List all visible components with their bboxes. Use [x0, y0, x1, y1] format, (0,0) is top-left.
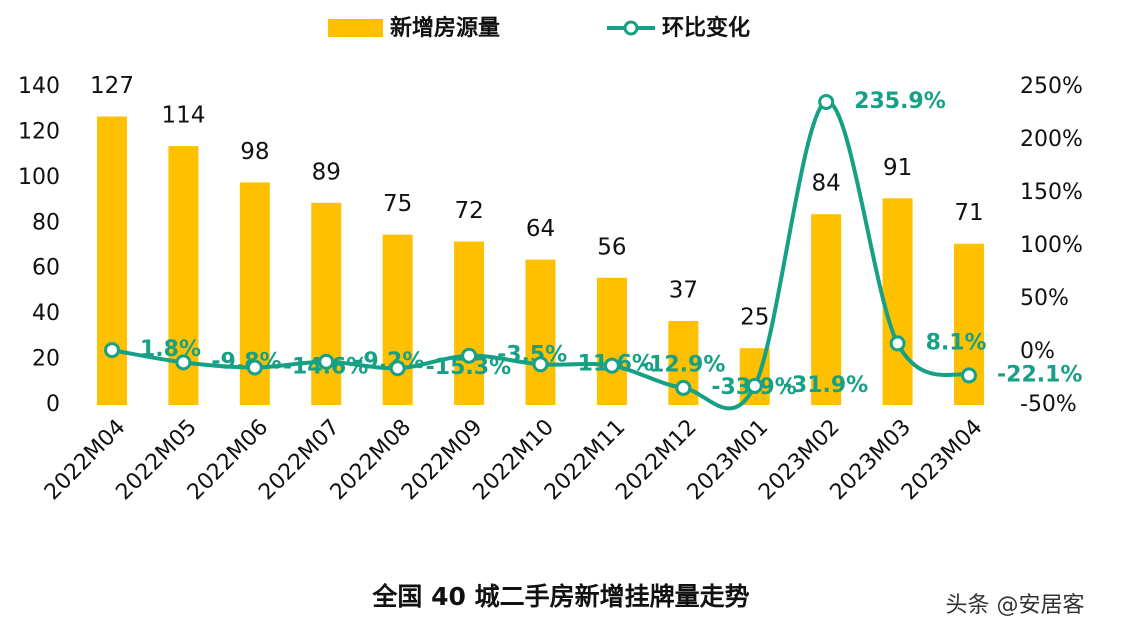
value-label: 114	[161, 103, 205, 129]
value-label: 127	[90, 73, 134, 99]
line-point	[246, 359, 263, 376]
value-label: -12.9%	[640, 353, 725, 378]
line-point	[318, 353, 335, 370]
line-point	[675, 379, 692, 396]
y-tick-label: 140	[18, 74, 60, 99]
y-tick-label: 20	[32, 347, 60, 372]
value-label: 8.1%	[926, 330, 987, 355]
line-point	[603, 357, 620, 374]
bar	[97, 116, 127, 406]
line-point	[889, 335, 906, 352]
value-label: -31.9%	[783, 373, 868, 398]
line-point	[532, 356, 549, 373]
y-tick-label: 0	[46, 392, 60, 417]
value-label: 64	[526, 216, 555, 242]
bar	[525, 259, 556, 405]
bar	[811, 214, 842, 405]
value-label: 235.9%	[854, 89, 946, 114]
line-point	[389, 360, 406, 377]
watermark: 头条 @安居客	[946, 593, 1085, 618]
y-tick-label: 100	[18, 165, 60, 190]
value-label: 91	[883, 155, 912, 181]
value-label: 89	[312, 159, 341, 185]
value-label: -22.1%	[997, 362, 1082, 387]
y2-tick-label: 200%	[1020, 127, 1083, 152]
y2-tick-label: 0%	[1020, 339, 1055, 364]
value-label: 84	[812, 171, 841, 197]
value-label: 71	[954, 200, 983, 226]
line-point	[818, 93, 835, 110]
y-tick-label: 80	[32, 210, 60, 235]
bar	[454, 241, 485, 405]
bar	[882, 198, 913, 405]
value-label: 56	[597, 234, 626, 260]
line-point	[746, 377, 763, 394]
value-label: -3.5%	[497, 343, 567, 368]
y2-tick-label: 50%	[1020, 286, 1069, 311]
y2-tick-label: -50%	[1020, 392, 1077, 417]
line-point	[175, 354, 192, 371]
chart-title: 全国 40 城二手房新增挂牌量走势	[371, 582, 749, 611]
legend-marker	[623, 20, 639, 36]
legend-swatch-bar	[328, 19, 383, 37]
value-label: 75	[383, 191, 412, 217]
y-tick-label: 60	[32, 256, 60, 281]
y2-tick-label: 150%	[1020, 180, 1083, 205]
y2-tick-label: 100%	[1020, 233, 1083, 258]
value-label: 72	[454, 198, 483, 224]
value-label: -9.2%	[354, 349, 424, 374]
value-label: 98	[240, 139, 269, 165]
line-point	[961, 367, 977, 384]
bar	[311, 202, 342, 405]
line-point	[461, 347, 478, 364]
value-label: 25	[740, 305, 769, 331]
value-label: 37	[669, 277, 698, 303]
bar	[596, 277, 627, 405]
legend-label: 新增房源量	[390, 15, 500, 41]
y-tick-label: 120	[18, 119, 60, 144]
bar	[382, 234, 413, 405]
y-tick-label: 40	[32, 301, 60, 326]
legend-label: 环比变化	[662, 15, 750, 41]
line-point	[104, 342, 120, 359]
y2-tick-label: 250%	[1020, 74, 1083, 99]
value-label: -9.8%	[211, 349, 281, 374]
value-label: 1.8%	[140, 337, 201, 362]
